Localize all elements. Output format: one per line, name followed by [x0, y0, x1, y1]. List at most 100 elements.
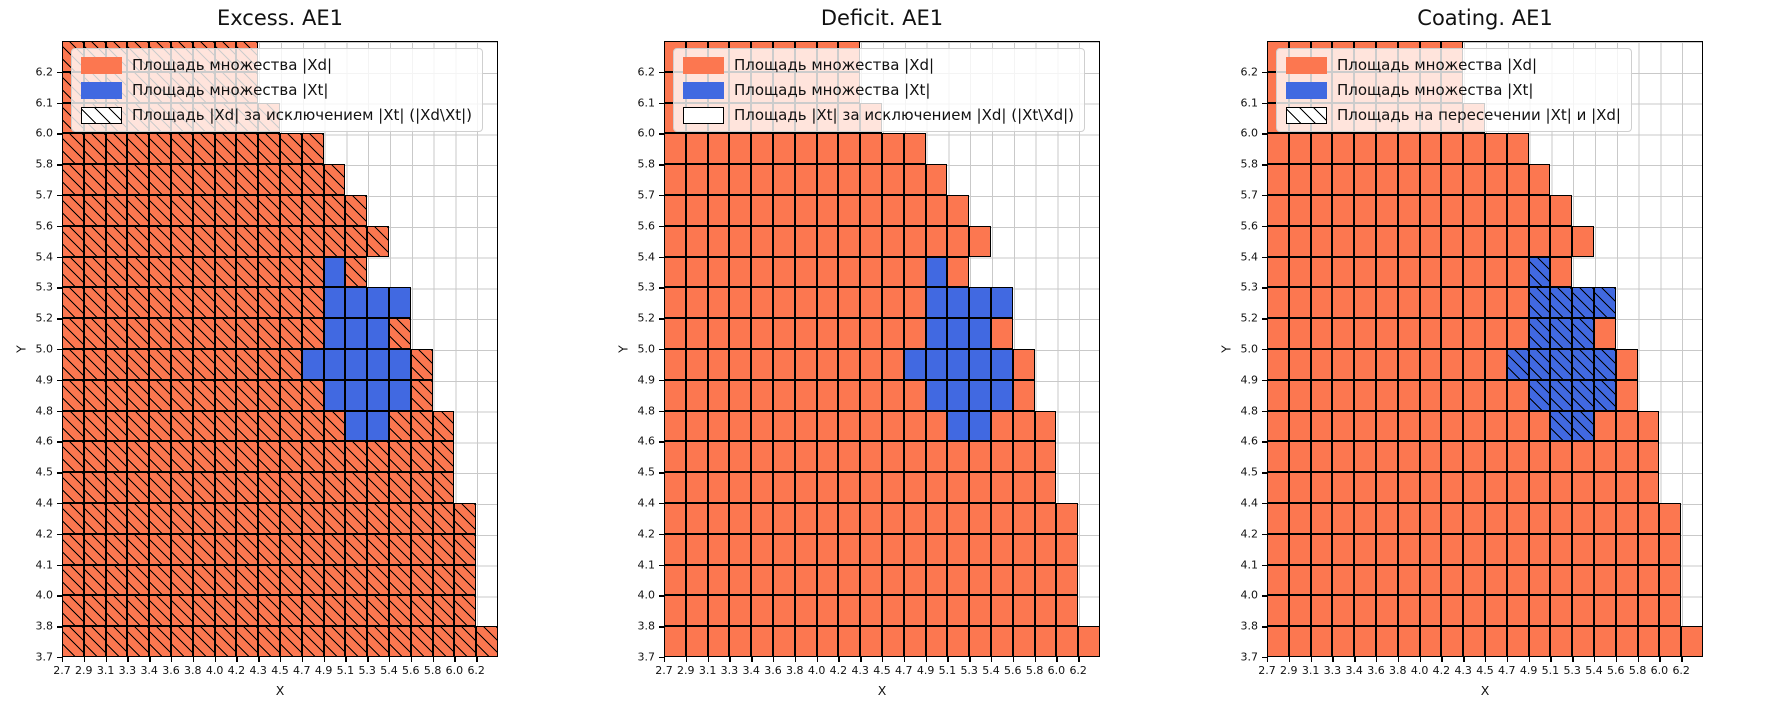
xd-cell [1332, 472, 1355, 503]
xd-cell [214, 595, 237, 627]
xd-cell [236, 626, 259, 657]
xd-cell [903, 503, 926, 534]
xt-cell [345, 318, 368, 349]
xd-cell [1485, 195, 1507, 226]
y-tick-label: 3.7 [1240, 650, 1259, 664]
xd-cell [171, 225, 193, 257]
xd-cell [1354, 195, 1376, 226]
y-tick-mark [1262, 472, 1267, 474]
xd-cell [860, 318, 882, 349]
y-tick-mark [57, 133, 62, 135]
xd-cell [1506, 164, 1529, 195]
xt-cell [1594, 287, 1616, 319]
xd-cell [794, 503, 817, 534]
xd-cell [773, 195, 795, 226]
xd-cell [214, 164, 237, 195]
xd-cell [1419, 318, 1442, 349]
legend-item: Площадь множества |Xd| [1286, 56, 1621, 74]
xd-cell [1637, 626, 1660, 657]
xd-cell [947, 595, 970, 627]
xd-cell [1310, 349, 1333, 380]
xd-cell [751, 564, 773, 596]
xd-cell [1463, 164, 1485, 195]
xd-cell [1441, 626, 1464, 657]
xd-cell [171, 318, 193, 349]
xt-cell [969, 349, 991, 380]
xd-cell [149, 533, 171, 565]
xd-cell [664, 472, 686, 503]
x-tick-label: 4.5 [873, 664, 891, 677]
xd-cell [1397, 441, 1420, 473]
xd-cell [1354, 379, 1376, 411]
xd-cell [389, 533, 411, 565]
xd-cell [1288, 225, 1311, 257]
x-tick-mark [1056, 657, 1058, 662]
x-tick-label: 3.8 [1389, 664, 1407, 677]
xd-cell [1441, 472, 1464, 503]
xd-cell [729, 133, 752, 165]
xd-cell [105, 595, 128, 627]
y-tick-label: 5.0 [637, 342, 656, 356]
xd-cell [729, 164, 752, 195]
xt-cell [1572, 349, 1594, 380]
xd-cell [323, 225, 346, 257]
y-tick-label: 5.7 [1240, 188, 1259, 202]
xt-cell [389, 349, 411, 380]
xd-cell [62, 472, 84, 503]
plot-area [664, 41, 1100, 657]
y-tick-mark [1262, 102, 1267, 104]
x-tick-mark [432, 657, 434, 662]
xd-cell [1376, 441, 1398, 473]
xd-cell [149, 195, 171, 226]
xd-cell [1419, 595, 1442, 627]
xd-cell [389, 410, 411, 442]
xd-cell [1463, 410, 1485, 442]
xd-cell [838, 195, 861, 226]
xd-cell [773, 287, 795, 319]
x-tick-label: 2.7 [1258, 664, 1276, 677]
xd-cell [192, 225, 215, 257]
xd-cell [171, 626, 193, 657]
xd-cell [903, 410, 926, 442]
xt-cell [345, 410, 368, 442]
xd-cell [345, 564, 368, 596]
xd-cell [1267, 164, 1289, 195]
xd-cell [432, 533, 455, 565]
xd-cell [729, 626, 752, 657]
xd-cell [1288, 349, 1311, 380]
xd-cell [773, 318, 795, 349]
xd-cell [171, 256, 193, 288]
xd-cell [83, 164, 106, 195]
x-tick-mark [367, 657, 369, 662]
x-tick-label: 4.2 [829, 664, 848, 677]
xd-cell [838, 595, 861, 627]
y-tick-mark [1262, 71, 1267, 74]
xd-cell [105, 441, 128, 473]
xd-cell [1376, 595, 1398, 627]
x-tick-mark [1659, 657, 1661, 662]
xd-cell [1267, 595, 1289, 627]
x-tick-mark [1078, 657, 1080, 662]
xd-cell [258, 318, 280, 349]
y-tick-mark [57, 71, 62, 74]
xd-cell [1419, 441, 1442, 473]
xd-cell [192, 287, 215, 319]
x-tick-label: 3.1 [1301, 664, 1320, 677]
xd-cell [258, 472, 280, 503]
xd-cell [860, 441, 882, 473]
xd-cell [1397, 349, 1420, 380]
xd-cell [707, 533, 730, 565]
xd-cell [1310, 441, 1333, 473]
xd-cell [773, 503, 795, 534]
x-tick-mark [903, 657, 906, 662]
xd-cell [1354, 472, 1376, 503]
xd-cell [1397, 318, 1420, 349]
xd-cell [1310, 318, 1333, 349]
x-tick-label: 4.7 [895, 664, 913, 677]
y-tick-label: 5.4 [35, 250, 54, 264]
xd-cell [149, 595, 171, 627]
xd-cell [454, 595, 477, 627]
y-tick-mark [57, 256, 62, 258]
xd-cell [816, 256, 839, 288]
y-tick-mark [1262, 533, 1267, 536]
